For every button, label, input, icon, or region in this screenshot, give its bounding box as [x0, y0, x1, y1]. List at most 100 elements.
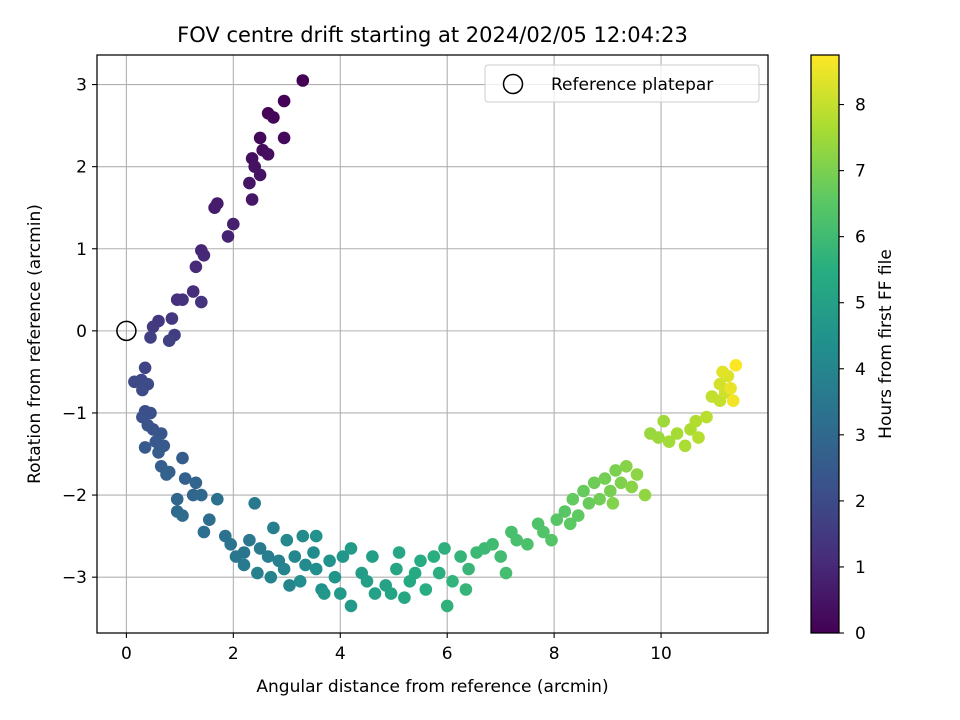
- colorbar: [811, 55, 839, 633]
- data-point: [689, 414, 703, 428]
- data-point: [499, 566, 513, 580]
- data-point: [328, 570, 342, 584]
- colorbar-tick-label: 7: [855, 162, 866, 182]
- data-points: [128, 74, 743, 613]
- y-tick-label: 2: [76, 158, 87, 178]
- y-axis-label: Rotation from reference (arcmin): [25, 204, 45, 484]
- data-point: [296, 529, 310, 543]
- data-point: [189, 476, 203, 490]
- data-point: [253, 131, 267, 145]
- data-point: [229, 550, 243, 563]
- data-point: [462, 562, 475, 576]
- data-point: [178, 472, 192, 485]
- data-point: [264, 570, 278, 584]
- data-point: [366, 550, 379, 563]
- data-point: [197, 525, 211, 539]
- y-tick-label: −2: [62, 486, 87, 506]
- data-point: [716, 365, 729, 379]
- data-point: [438, 542, 451, 555]
- data-point: [558, 505, 572, 518]
- data-point: [160, 468, 173, 481]
- x-axis-label: Angular distance from reference (arcmin): [256, 677, 608, 697]
- data-point: [224, 538, 237, 551]
- data-point: [195, 488, 208, 502]
- data-point: [398, 591, 411, 604]
- data-point: [195, 295, 208, 309]
- colorbar-ticks: 0 1 2 3 4 5 6 7 8: [839, 96, 866, 644]
- data-point: [459, 583, 473, 596]
- data-point: [251, 566, 264, 580]
- data-point: [261, 148, 275, 161]
- plot-area: [97, 55, 768, 633]
- data-point: [521, 538, 534, 551]
- data-point: [211, 492, 224, 506]
- data-point: [713, 377, 727, 391]
- colorbar-tick-label: 0: [855, 624, 866, 644]
- x-tick-label: 8: [549, 644, 560, 664]
- data-point: [243, 533, 256, 547]
- data-point: [146, 320, 160, 334]
- data-point: [336, 550, 350, 563]
- x-tick-label: 0: [121, 644, 132, 664]
- legend-marker-reference: [502, 73, 524, 95]
- y-tick-label: 1: [76, 240, 87, 260]
- data-point: [414, 554, 427, 568]
- data-point: [390, 562, 403, 576]
- data-point: [368, 587, 382, 600]
- data-point: [545, 533, 558, 547]
- data-point: [208, 201, 221, 214]
- data-point: [408, 566, 422, 580]
- data-point: [729, 359, 743, 372]
- data-point: [176, 509, 189, 522]
- data-point: [248, 497, 261, 510]
- colorbar-tick-label: 4: [855, 360, 866, 380]
- data-point: [726, 394, 740, 408]
- colorbar-tick-label: 8: [855, 96, 866, 116]
- data-point: [662, 435, 676, 449]
- data-point: [288, 550, 302, 563]
- data-point: [138, 361, 152, 375]
- data-point: [638, 488, 652, 502]
- y-axis-ticks: −3 −2 −1 0 1 2 3: [62, 76, 97, 588]
- data-point: [152, 446, 165, 459]
- colorbar-tick-label: 6: [855, 228, 866, 248]
- data-point: [652, 431, 665, 444]
- data-point: [203, 513, 216, 526]
- data-point: [427, 550, 441, 563]
- data-point: [138, 441, 152, 454]
- x-tick-label: 2: [228, 644, 239, 664]
- data-point: [609, 464, 622, 477]
- data-point: [267, 111, 280, 124]
- data-point: [700, 410, 713, 424]
- data-point: [344, 599, 358, 613]
- data-point: [277, 94, 291, 108]
- x-tick-label: 4: [335, 644, 346, 664]
- data-point: [296, 74, 310, 87]
- data-point: [692, 431, 705, 444]
- data-point: [593, 492, 606, 506]
- data-point: [604, 484, 617, 498]
- y-tick-label: 0: [76, 322, 87, 342]
- data-point: [334, 587, 347, 600]
- data-point: [344, 542, 358, 555]
- data-point: [253, 168, 267, 182]
- data-point: [494, 550, 508, 563]
- data-point: [384, 587, 398, 600]
- data-point: [620, 460, 633, 473]
- data-point: [128, 375, 141, 389]
- data-point: [261, 550, 275, 563]
- data-point: [309, 562, 323, 576]
- data-point: [267, 521, 280, 535]
- data-point: [510, 533, 523, 547]
- colorbar-tick-label: 2: [855, 492, 866, 512]
- data-point: [144, 331, 157, 344]
- data-point: [446, 575, 459, 588]
- y-tick-label: −3: [62, 568, 87, 588]
- colorbar-tick-label: 5: [855, 294, 866, 314]
- data-point: [277, 131, 291, 145]
- data-point: [227, 217, 240, 231]
- data-point: [293, 575, 307, 588]
- data-point: [277, 562, 291, 576]
- data-point: [176, 293, 189, 307]
- chart-title: FOV centre drift starting at 2024/02/05 …: [177, 23, 688, 47]
